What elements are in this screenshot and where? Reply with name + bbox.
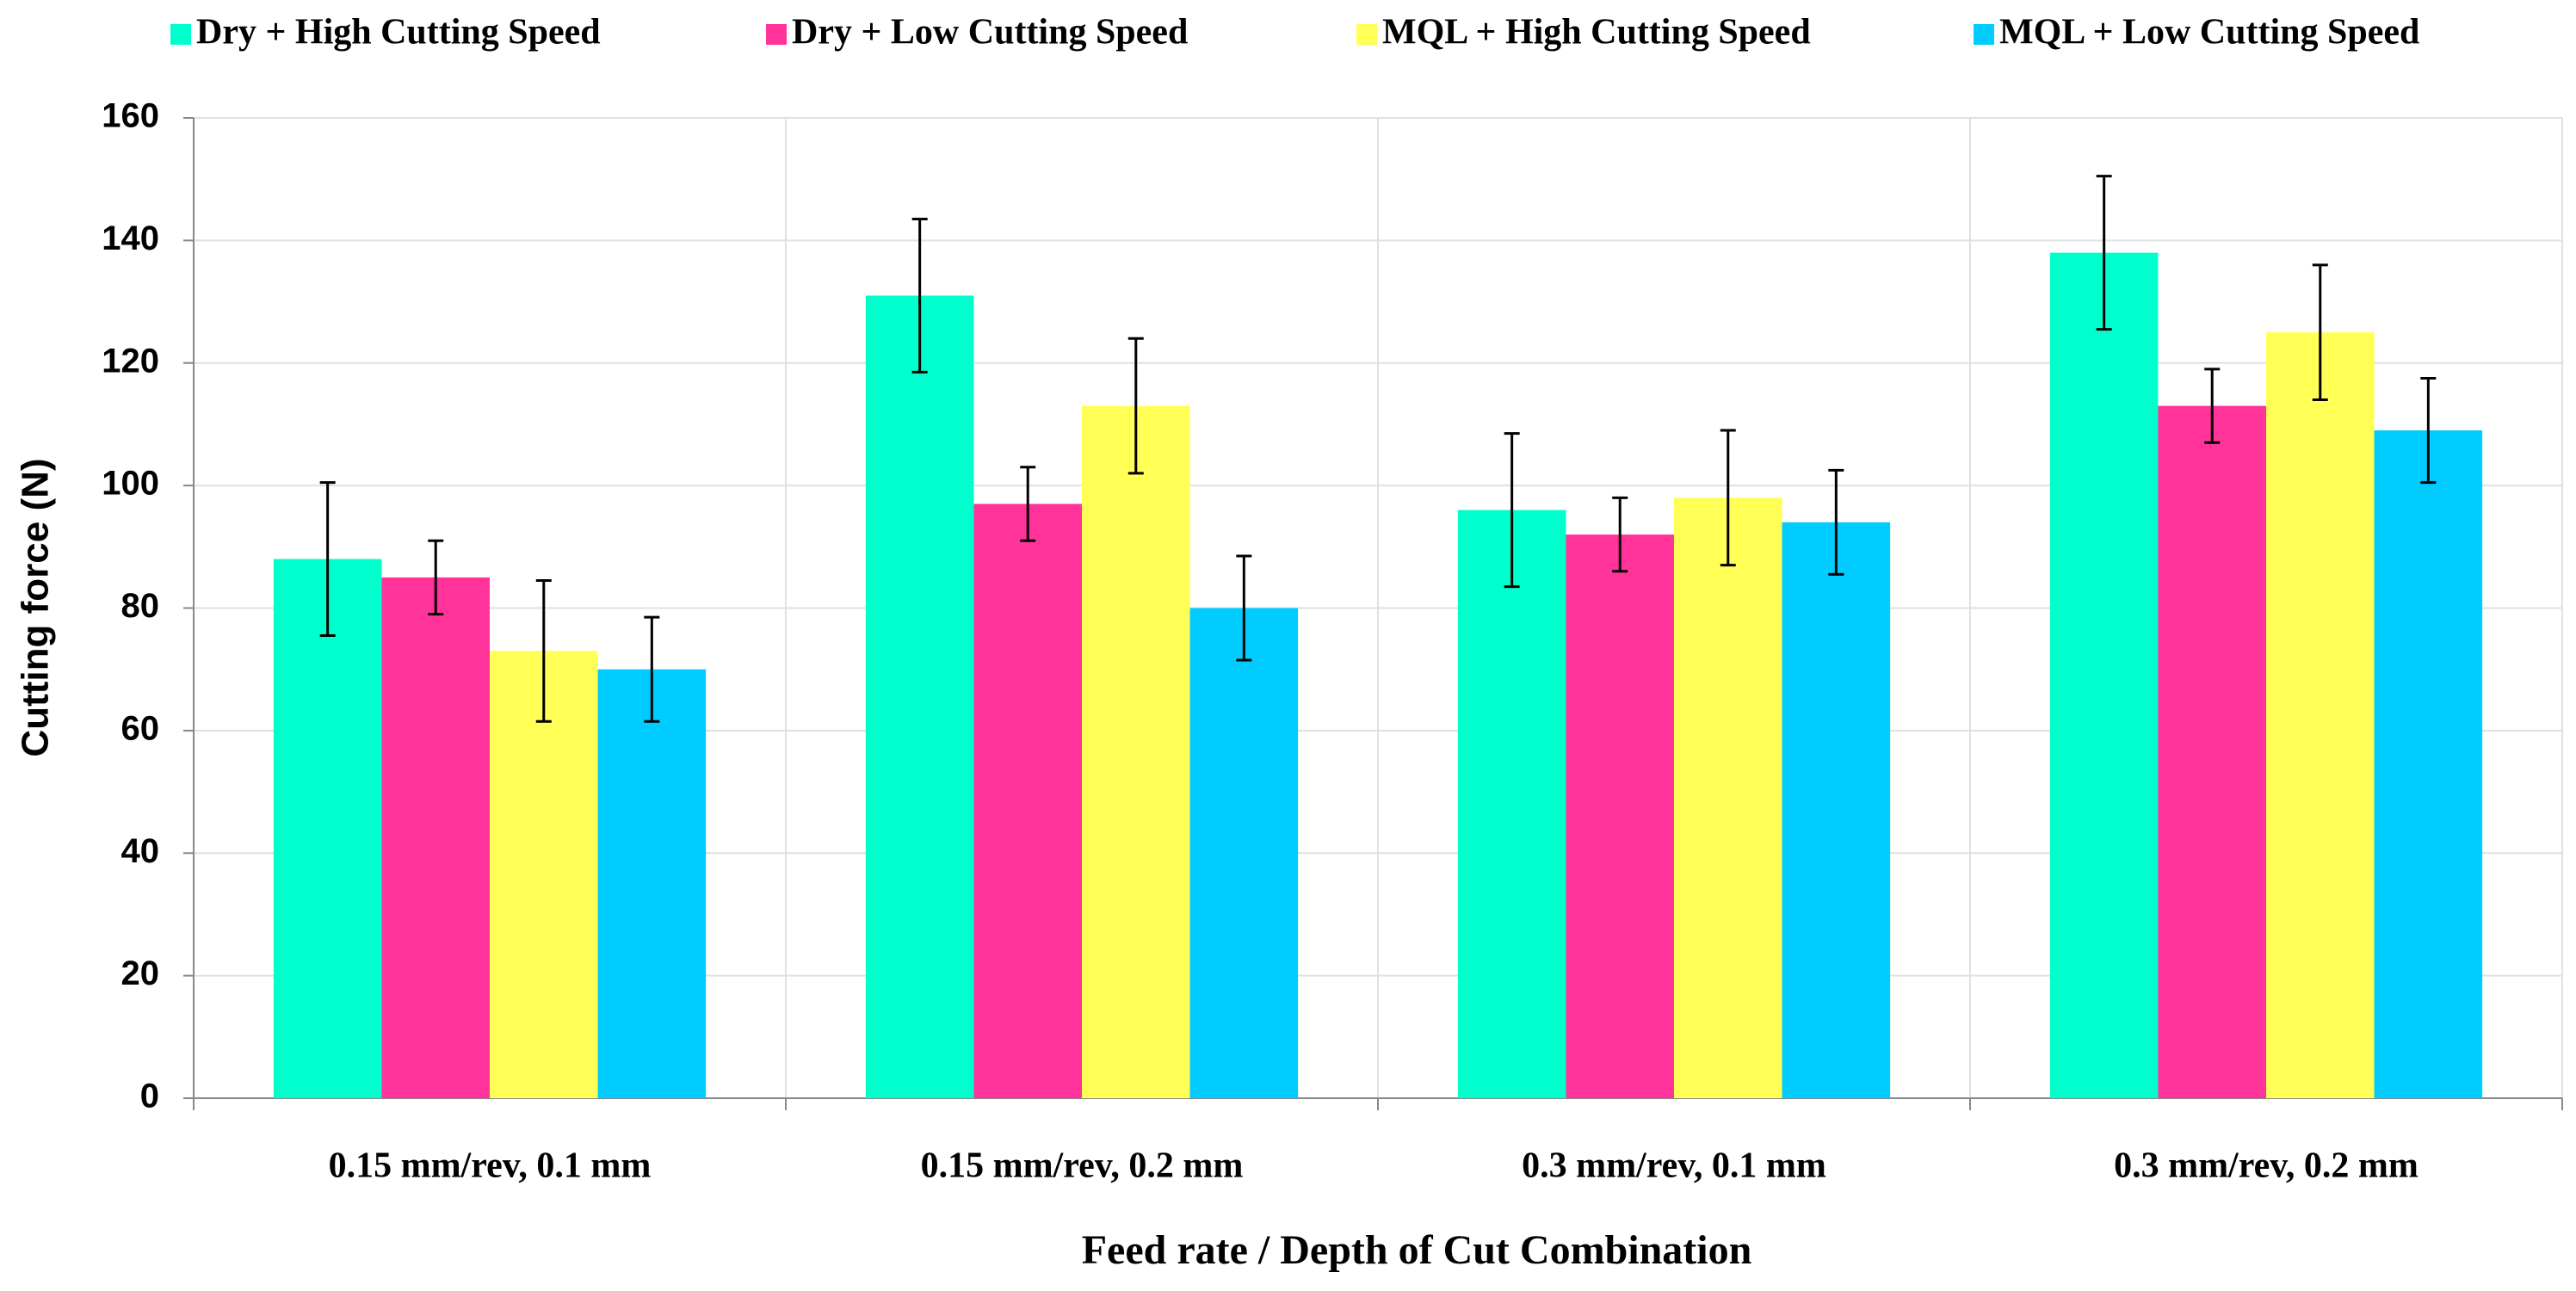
bar [1566,534,1674,1098]
y-tick-label: 0 [140,1078,159,1115]
bar [2158,405,2266,1098]
bar [381,577,490,1098]
bar [1782,522,1891,1098]
bar [1082,405,1190,1098]
bar [490,651,598,1098]
bar [1189,608,1299,1098]
legend-label: Dry + High Cutting Speed [196,13,601,53]
y-tick-label: 40 [121,832,160,870]
y-tick-label: 120 [102,342,159,380]
bar [1457,510,1566,1098]
legend-swatch [766,24,787,45]
x-tick-label: 0.3 mm/rev, 0.1 mm [1522,1146,1826,1186]
bar [273,559,382,1098]
legend-swatch [1974,24,1994,45]
legend-label: Dry + Low Cutting Speed [792,13,1188,53]
x-axis-label: Feed rate / Depth of Cut Combination [1082,1227,1752,1273]
legend-swatch [1356,24,1377,45]
bar [2049,252,2159,1098]
y-tick-label: 160 [102,97,159,135]
bar [1674,497,1782,1098]
legend-swatch [170,24,191,45]
y-tick-label: 60 [121,709,160,747]
bar [2266,332,2375,1098]
legend-label: MQL + Low Cutting Speed [1999,13,2419,53]
y-tick-label: 80 [121,587,160,625]
bar [973,503,1082,1098]
bar [865,295,974,1099]
y-tick-label: 20 [121,954,160,992]
y-axis-label: Cutting force (N) [15,458,57,757]
x-tick-label: 0.15 mm/rev, 0.2 mm [921,1146,1244,1186]
y-tick-label: 100 [102,465,159,503]
legend-label: MQL + High Cutting Speed [1382,13,1811,53]
bar [2374,430,2483,1098]
x-tick-label: 0.15 mm/rev, 0.1 mm [329,1146,652,1186]
y-tick-label: 140 [102,219,159,257]
bar [597,669,707,1098]
x-tick-label: 0.3 mm/rev, 0.2 mm [2114,1146,2418,1186]
